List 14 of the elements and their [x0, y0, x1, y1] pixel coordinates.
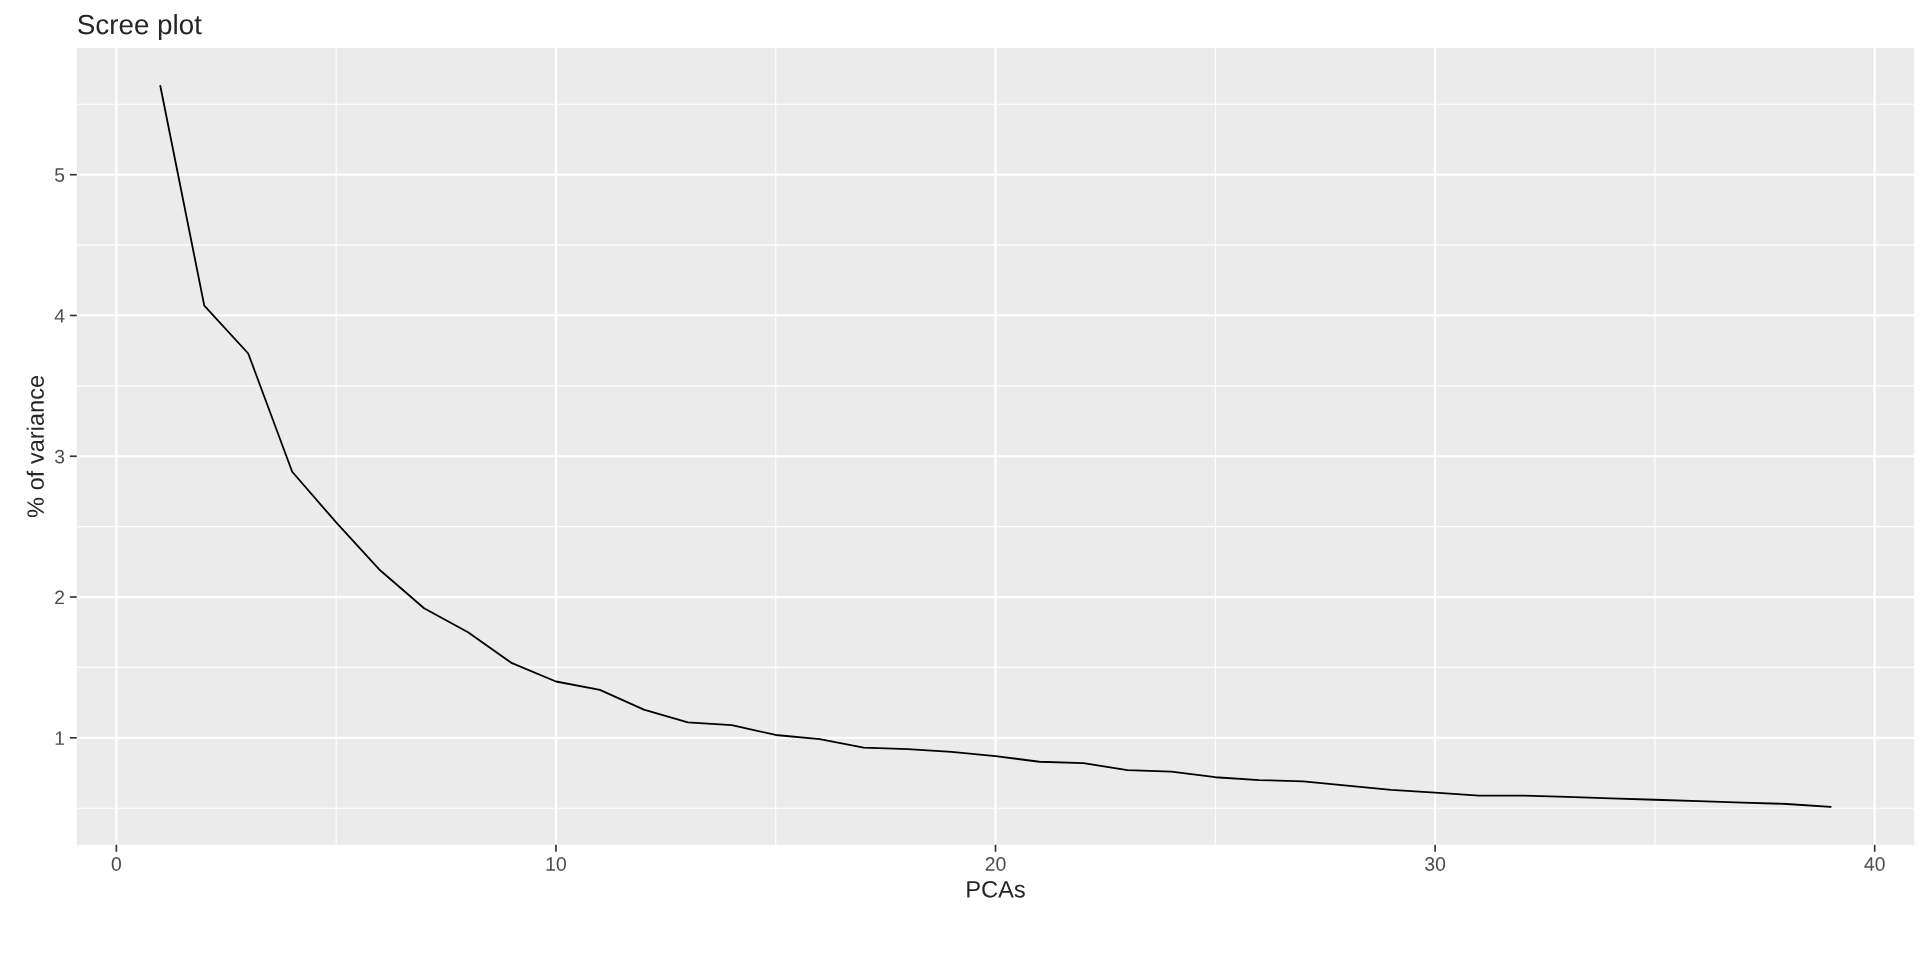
x-tick-label: 20 [985, 857, 1006, 871]
y-tick-label: 1 [55, 731, 65, 745]
x-tick-label: 10 [546, 857, 566, 871]
x-tick-label: 30 [1425, 857, 1446, 871]
chart-title: Scree plot [78, 13, 202, 40]
y-tick-label: 5 [54, 168, 65, 182]
y-tick-label: 4 [54, 309, 65, 323]
y-tick-label: 2 [55, 590, 65, 605]
x-tick-label: 40 [1864, 857, 1885, 871]
x-tick-label: 0 [111, 857, 122, 871]
y-axis-title: % of variance [26, 375, 44, 518]
y-tick-label: 3 [54, 449, 65, 464]
x-axis-title: PCAs [967, 880, 1025, 898]
line-series [159, 85, 1832, 808]
